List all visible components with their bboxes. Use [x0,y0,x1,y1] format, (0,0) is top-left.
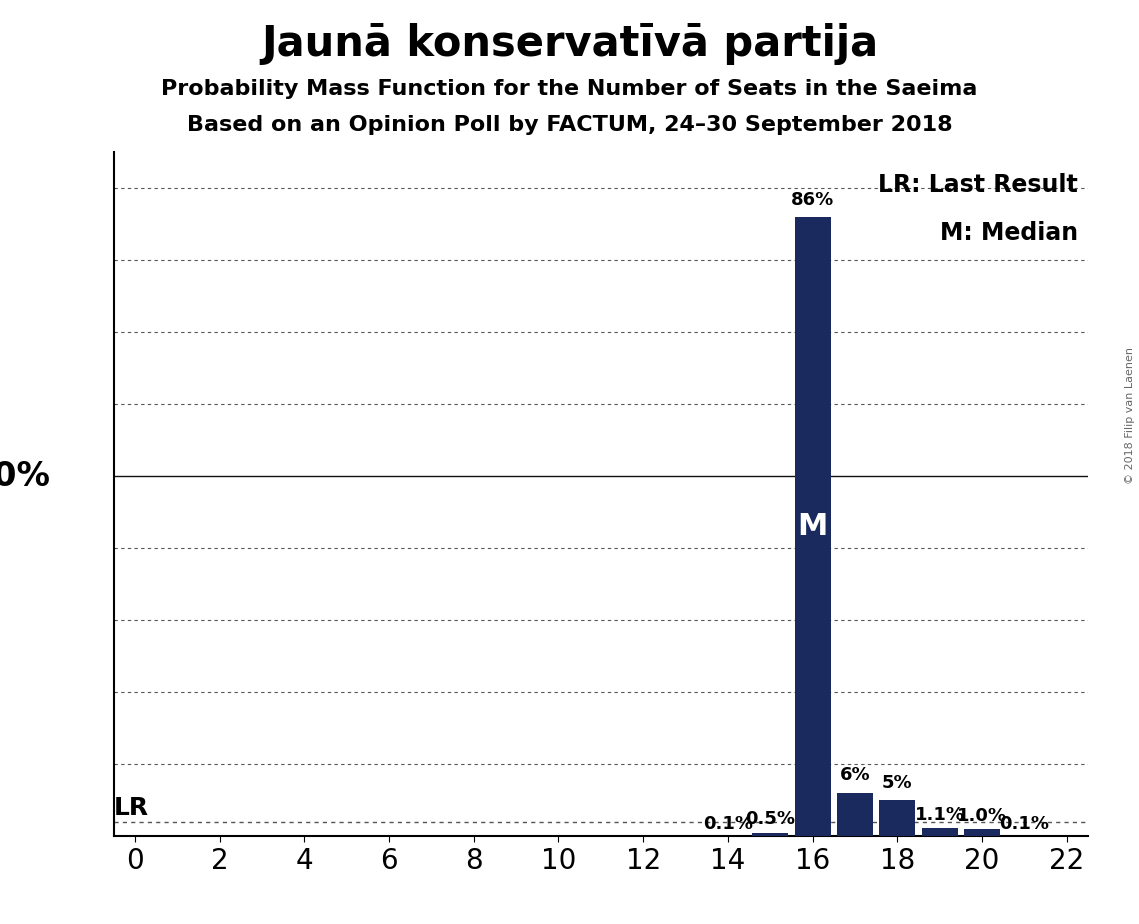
Text: 0.5%: 0.5% [745,810,795,828]
Text: LR: LR [114,796,149,820]
Text: 1.0%: 1.0% [957,807,1007,825]
Text: 5%: 5% [882,773,912,792]
Bar [837,793,872,836]
Text: Probability Mass Function for the Number of Seats in the Saeima: Probability Mass Function for the Number… [162,79,977,99]
Text: M: M [797,512,828,541]
Text: Jaunā konservatīvā partija: Jaunā konservatīvā partija [261,23,878,65]
Bar [879,800,916,836]
Bar [752,833,788,836]
Bar [964,829,1000,836]
Text: M: Median: M: Median [940,221,1077,245]
Text: 6%: 6% [839,766,870,784]
Text: 50%: 50% [0,460,50,492]
Text: 86%: 86% [790,190,834,209]
Text: 0.1%: 0.1% [999,815,1049,833]
Text: Based on an Opinion Poll by FACTUM, 24–30 September 2018: Based on an Opinion Poll by FACTUM, 24–3… [187,115,952,135]
Text: 1.1%: 1.1% [915,806,965,824]
Text: © 2018 Filip van Laenen: © 2018 Filip van Laenen [1125,347,1134,484]
Text: LR: Last Result: LR: Last Result [878,173,1077,197]
Bar [795,217,830,836]
Text: 0.1%: 0.1% [703,815,753,833]
Bar [921,828,958,836]
